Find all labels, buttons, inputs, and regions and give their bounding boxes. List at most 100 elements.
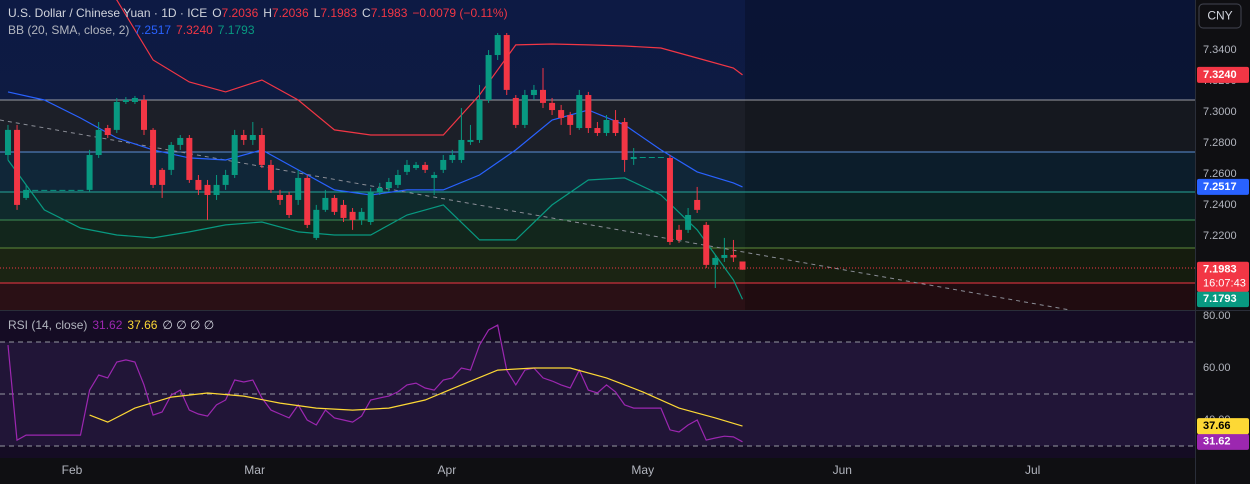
candle-body	[277, 194, 284, 200]
price-tag	[1197, 178, 1249, 195]
x-tick-label: Feb	[62, 463, 83, 477]
candle-body	[122, 99, 129, 102]
price-tag	[1197, 66, 1249, 83]
currency-button[interactable]: CNY	[1198, 3, 1242, 29]
time-axis-bg	[0, 458, 1250, 484]
zone	[0, 220, 1195, 248]
legend-extra: ∅ ∅ ∅ ∅	[162, 318, 215, 332]
y-tick-label: 7.2800	[1203, 137, 1237, 149]
price-tag-label: 7.1793	[1203, 293, 1237, 305]
candle-body	[213, 184, 220, 195]
candle-body	[403, 164, 410, 172]
candle-body	[476, 99, 483, 140]
x-tick-label: Jul	[1025, 463, 1040, 477]
price-tag	[1197, 418, 1249, 435]
candle-body	[222, 174, 229, 185]
ohlc-label: L	[313, 6, 321, 20]
button-label[interactable]: CNY	[1207, 9, 1232, 23]
ohlc-value: 7.1983	[320, 6, 358, 20]
candle-body	[431, 174, 438, 178]
candle-body	[322, 197, 329, 210]
candle-body	[41, 189, 48, 191]
candle-body	[621, 121, 628, 160]
candle-body	[394, 174, 401, 185]
candle-body	[503, 35, 510, 90]
ohlc-item: O7.2036	[212, 6, 258, 20]
candle-body	[576, 95, 583, 129]
axes: 7.34007.32007.30007.28007.26007.24007.22…	[62, 44, 1249, 477]
candle-body	[195, 179, 202, 190]
candle-body	[376, 188, 383, 192]
candle-body	[313, 209, 320, 238]
rsi-legend: RSI (14, close) 31.62 37.66 ∅ ∅ ∅ ∅	[8, 318, 214, 332]
x-tick-label: Apr	[438, 463, 457, 477]
legend-value: 7.3240	[176, 23, 213, 37]
y-tick-label: 80.00	[1203, 310, 1231, 322]
indicator-label: RSI (14, close)	[8, 318, 88, 332]
candle-body	[712, 257, 719, 265]
indicator-line	[89, 367, 743, 427]
candle-body	[730, 254, 737, 258]
candle-body	[449, 155, 456, 160]
zone	[0, 192, 1195, 220]
y-tick-label: 7.2400	[1203, 199, 1237, 211]
ohlc-item: H7.2036	[263, 6, 308, 20]
x-tick-label: Jun	[833, 463, 852, 477]
candle-body	[694, 199, 701, 210]
candle-body	[68, 189, 75, 191]
candle-body	[59, 189, 66, 191]
candle-body	[703, 224, 710, 265]
candle-body	[585, 95, 592, 129]
price-tag-label: 7.3240	[1203, 69, 1237, 81]
candle-body	[603, 119, 610, 133]
candle-body	[721, 254, 728, 258]
x-tick-label: May	[631, 463, 654, 477]
symbol: U.S. Dollar / Chinese Yuan · 1D · ICE	[8, 6, 208, 20]
y-tick-label: 7.3000	[1203, 106, 1237, 118]
candle-body	[630, 157, 637, 160]
candle-body	[540, 89, 547, 103]
candle-body	[50, 189, 57, 191]
candle-body	[267, 164, 274, 190]
price-tag-label: 7.2517	[1203, 181, 1237, 193]
candle-body	[168, 144, 175, 170]
candle-body	[512, 97, 519, 125]
candle-body	[159, 169, 166, 185]
candle-body	[458, 139, 465, 160]
candle-body	[549, 102, 556, 111]
candle-body	[648, 157, 655, 159]
candle-body	[467, 139, 474, 142]
candle-body	[666, 157, 673, 242]
rsi-plot	[0, 324, 1195, 447]
ohlc-label: H	[263, 6, 272, 20]
candle-body	[612, 119, 619, 133]
candle-body	[32, 189, 39, 191]
price-tag	[1197, 261, 1249, 292]
candle-body	[422, 164, 429, 170]
candle-body	[340, 204, 347, 218]
ohlc-label: O	[212, 6, 222, 20]
candle-body	[349, 211, 356, 220]
y-tick-label: 7.2200	[1203, 230, 1237, 242]
candle-body	[150, 129, 157, 185]
button-frame[interactable]	[1198, 3, 1242, 29]
price-plot	[4, 0, 746, 300]
candle-body	[141, 99, 148, 130]
candle-body	[594, 128, 601, 133]
candle-body	[186, 137, 193, 180]
candle-body	[295, 177, 302, 200]
change: −0.0079 (−0.11%)	[412, 6, 508, 20]
candle-body	[249, 135, 256, 140]
candle-body	[23, 189, 30, 198]
candle-body	[676, 229, 683, 240]
price-tag-label: 7.1983	[1203, 264, 1237, 276]
candle-body	[367, 191, 374, 222]
candle-body	[739, 261, 746, 270]
candle-body	[240, 135, 247, 140]
zone	[0, 248, 1195, 283]
candle-body	[530, 89, 537, 96]
indicator-line	[7, 91, 743, 196]
symbol-legend: U.S. Dollar / Chinese Yuan · 1D · ICE O7…	[8, 6, 508, 20]
candle-body	[567, 115, 574, 125]
ohlc-item: L7.1983	[314, 6, 357, 20]
